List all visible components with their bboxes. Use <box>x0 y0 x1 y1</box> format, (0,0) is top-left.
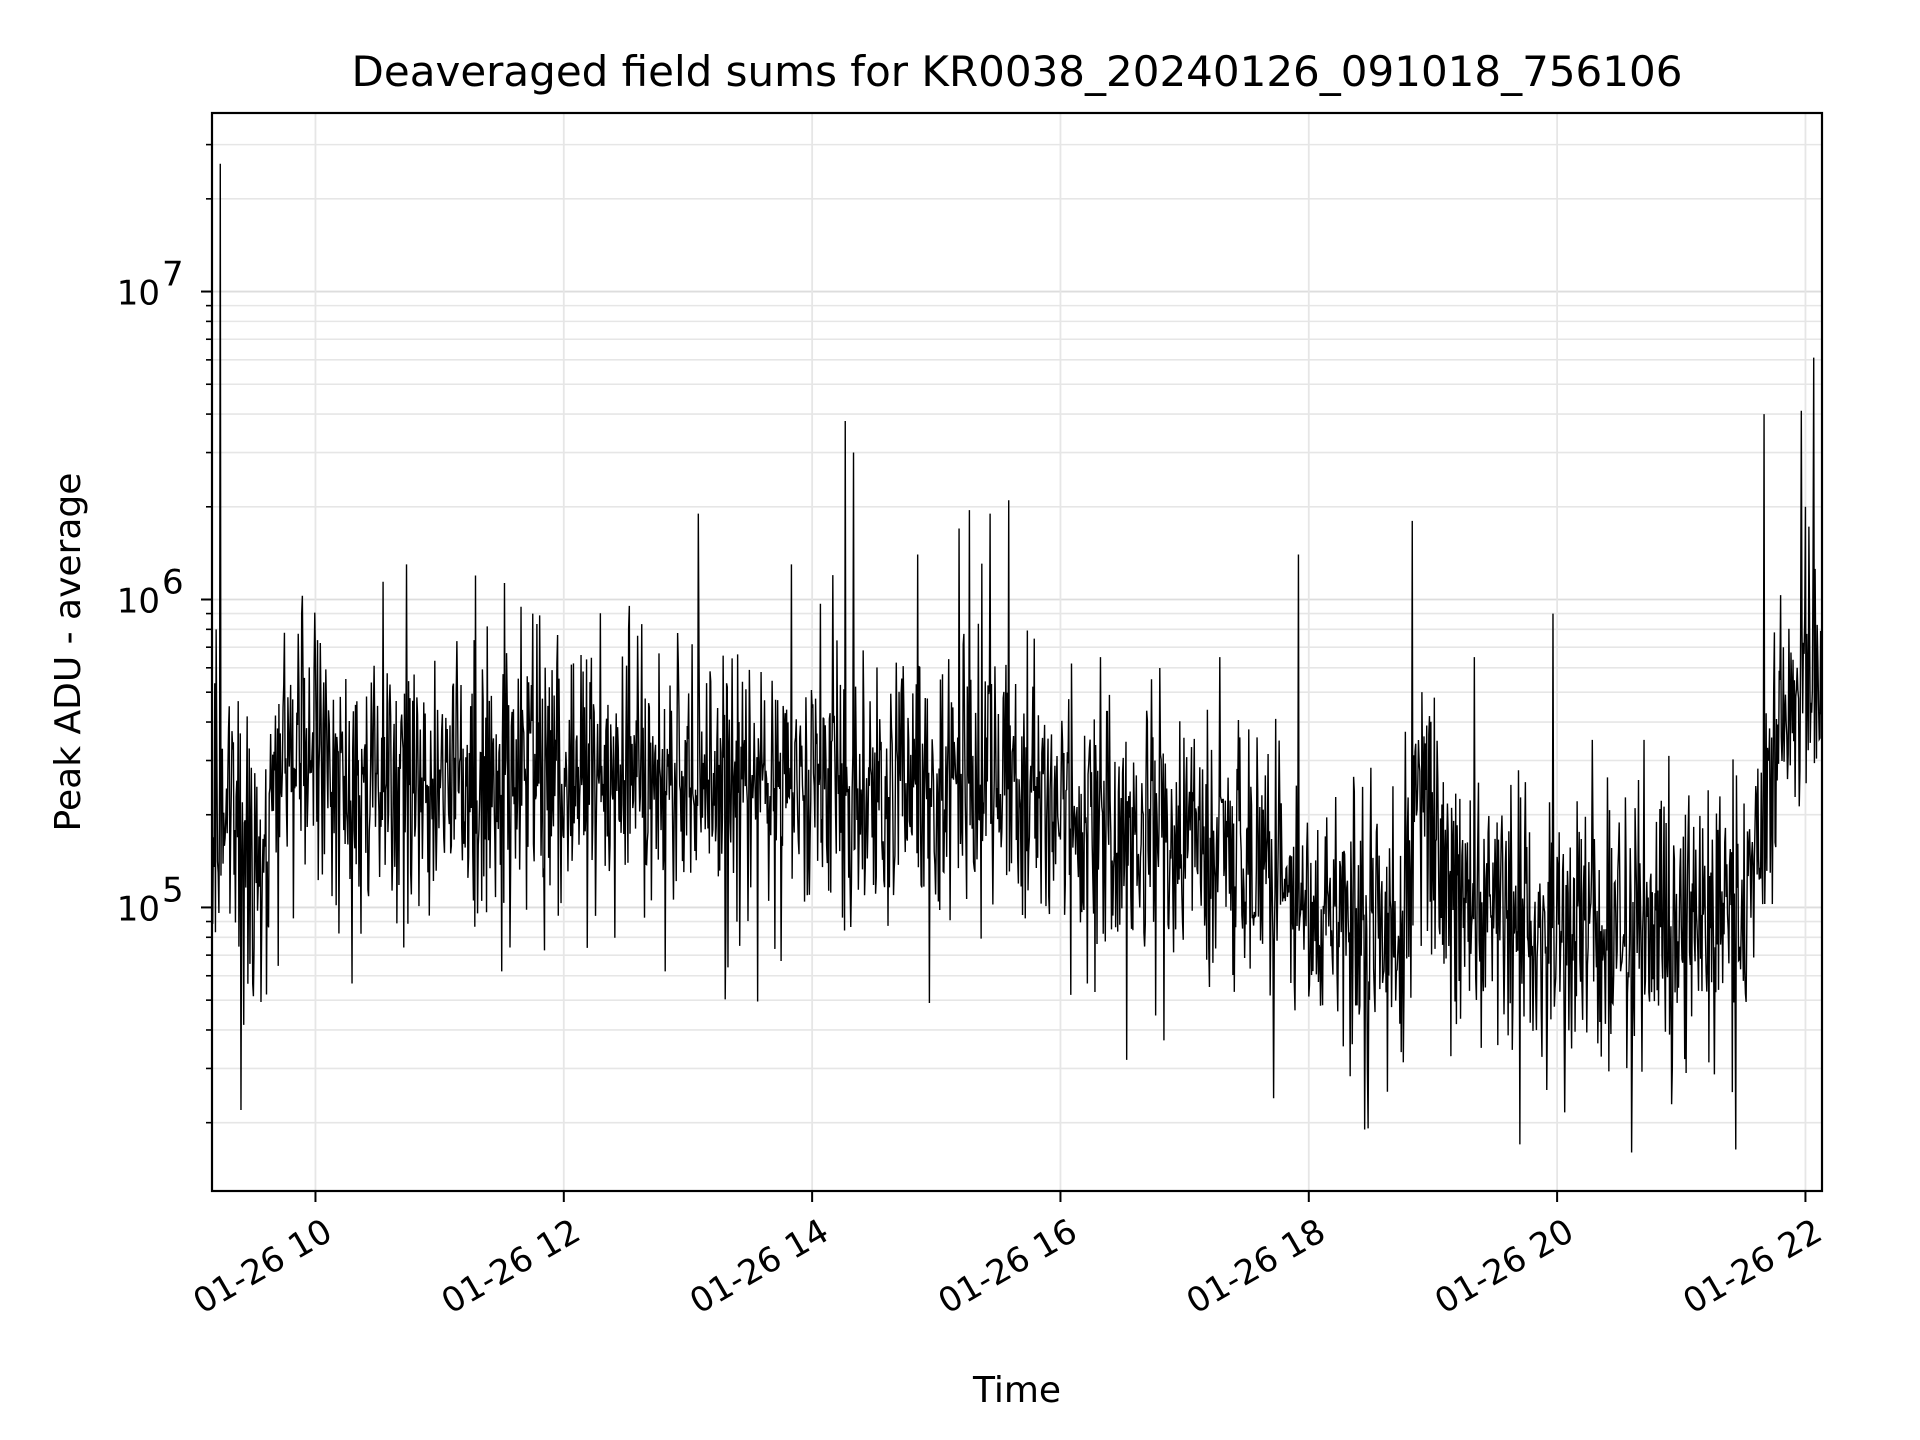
y-tick-exponent: 6 <box>162 562 184 602</box>
y-tick-label: 10 <box>117 889 160 929</box>
series-line <box>212 163 1822 1153</box>
y-axis-label: Peak ADU - average <box>48 473 89 832</box>
series-path <box>212 163 1822 1153</box>
y-tick-label: 10 <box>117 581 160 621</box>
y-tick-exponent: 7 <box>162 255 184 295</box>
x-axis-label: Time <box>972 1370 1061 1411</box>
plot-frame <box>210 111 1824 1193</box>
y-tick-exponent: 5 <box>162 870 184 910</box>
chart-title: Deaveraged field sums for KR0038_2024012… <box>352 47 1683 96</box>
y-tick-label: 10 <box>117 274 160 314</box>
